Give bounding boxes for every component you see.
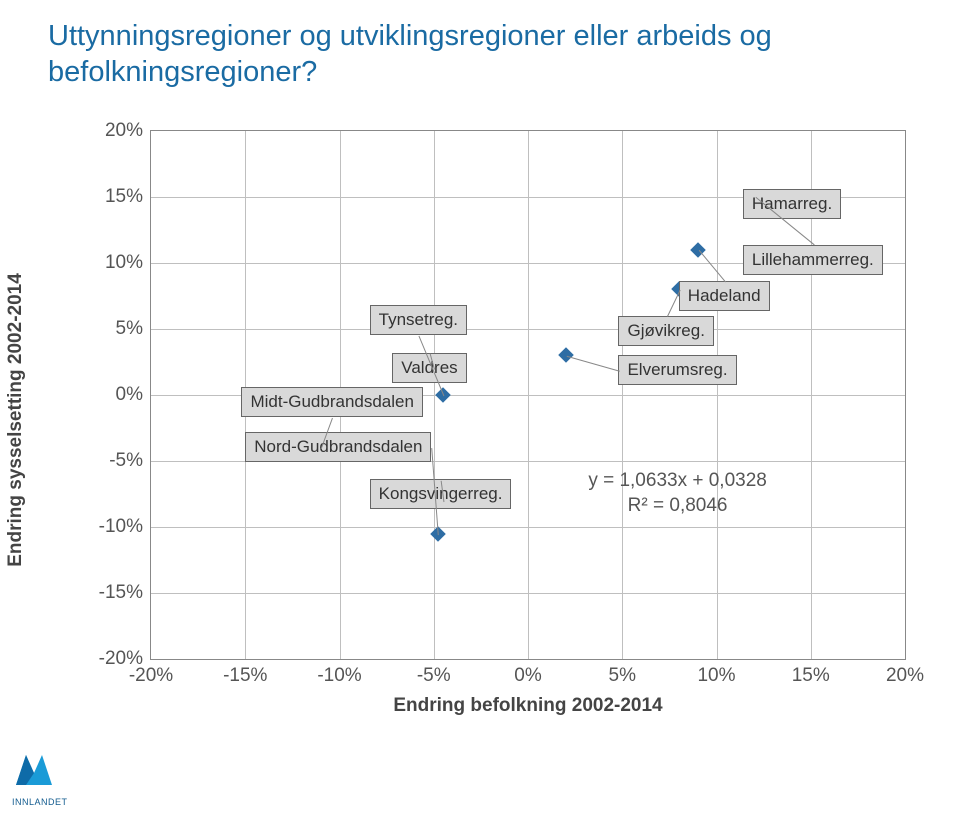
gridline-horizontal [151, 527, 905, 528]
data-point [558, 348, 574, 364]
x-tick-label: 5% [609, 659, 636, 687]
y-tick-label: 5% [116, 318, 151, 340]
data-point [690, 242, 706, 258]
x-tick-label: 15% [792, 659, 830, 687]
y-tick-label: -10% [99, 516, 151, 538]
x-tick-label: 0% [514, 659, 541, 687]
logo-text: INNLANDET [12, 797, 70, 807]
y-tick-label: 0% [116, 384, 151, 406]
point-label: Valdres [392, 353, 466, 383]
x-tick-label: -15% [223, 659, 267, 687]
x-tick-label: 20% [886, 659, 924, 687]
x-tick-label: -5% [417, 659, 451, 687]
point-label: Elverumsreg. [618, 355, 736, 385]
scatter-chart: Endring sysselsetting 2002-2014 Endring … [78, 130, 918, 710]
gridline-horizontal [151, 329, 905, 330]
point-label: Tynsetreg. [370, 305, 467, 335]
y-tick-label: -20% [99, 648, 151, 670]
chart-title: Uttynningsregioner og utviklingsregioner… [0, 0, 960, 101]
regression-equation: y = 1,0633x + 0,0328R² = 0,8046 [588, 469, 767, 518]
y-tick-label: -5% [109, 450, 151, 472]
y-tick-label: -15% [99, 582, 151, 604]
point-label: Hamarreg. [743, 189, 841, 219]
y-tick-label: 20% [105, 120, 151, 142]
data-point [435, 387, 451, 403]
y-tick-label: 10% [105, 252, 151, 274]
nho-logo: INNLANDET [12, 749, 70, 807]
x-tick-label: -10% [317, 659, 361, 687]
y-axis-label: Endring sysselsetting 2002-2014 [5, 273, 27, 567]
point-label: Kongsvingerreg. [370, 479, 512, 509]
y-tick-label: 15% [105, 186, 151, 208]
gridline-horizontal [151, 593, 905, 594]
x-axis-label: Endring befolkning 2002-2014 [393, 695, 662, 717]
point-label: Gjøvikreg. [618, 316, 713, 346]
point-label: Nord-Gudbrandsdalen [245, 432, 431, 462]
point-label: Lillehammerreg. [743, 245, 883, 275]
point-label: Midt-Gudbrandsdalen [241, 387, 422, 417]
x-tick-label: 10% [697, 659, 735, 687]
data-point [430, 526, 446, 542]
plot-area: Endring befolkning 2002-2014 -20%-15%-10… [150, 130, 906, 660]
point-label: Hadeland [679, 281, 770, 311]
